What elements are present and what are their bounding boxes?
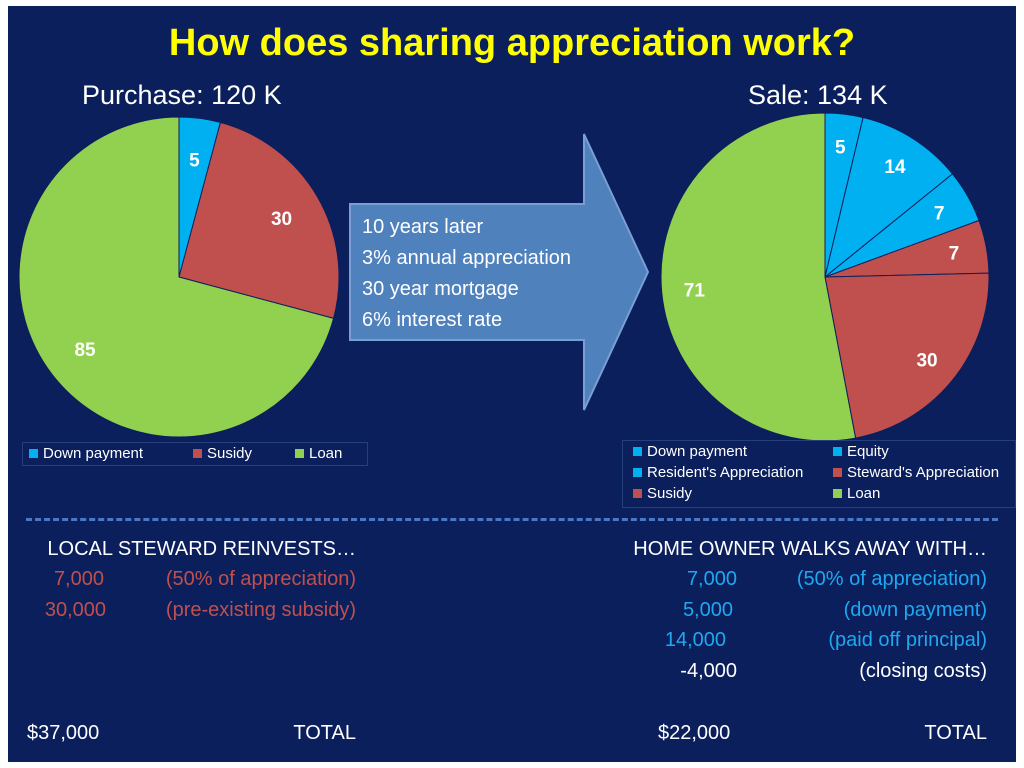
sale-legend: Down payment Equity Resident's Appreciat…	[622, 440, 1016, 508]
pie-data-label: 30	[916, 350, 937, 371]
steward-total-label: TOTAL	[293, 722, 356, 744]
purchase-chart-title: Purchase: 120 K	[82, 80, 282, 110]
pie-data-label: 30	[271, 209, 292, 230]
arrow-text: 10 years later 3% annual appreciation 30…	[362, 212, 571, 336]
steward-heading: LOCAL STEWARD REINVESTS…	[47, 538, 356, 560]
legend-swatch	[633, 488, 642, 498]
legend-swatch	[29, 448, 38, 458]
owner-total-amount: $22,000	[658, 722, 731, 744]
legend-item: Resident's Appreciation	[633, 464, 803, 481]
pie-slice-loan	[18, 116, 335, 438]
pie-slice-susidy	[178, 121, 340, 320]
legend-label: Equity	[847, 443, 889, 460]
pie-data-label: 5	[189, 151, 200, 172]
owner-note: (closing costs)	[859, 660, 987, 682]
arrow-line: 10 years later	[362, 216, 484, 238]
owner-note: (50% of appreciation)	[796, 568, 987, 590]
pie-data-label: 85	[74, 340, 96, 361]
legend-label: Down payment	[647, 443, 748, 460]
owner-total-label: TOTAL	[924, 722, 987, 744]
owner-amount: 5,000	[682, 599, 733, 621]
legend-label: Resident's Appreciation	[647, 464, 804, 481]
pie-slice-loan	[660, 112, 857, 442]
steward-note: (pre-existing subsidy)	[165, 599, 356, 621]
legend-label: Steward's Appreciation	[847, 464, 1000, 481]
arrow-line: 3% annual appreciation	[362, 247, 572, 269]
legend-swatch	[295, 448, 304, 458]
legend-swatch	[833, 488, 842, 498]
legend-label: Susidy	[647, 485, 693, 502]
owner-heading: HOME OWNER WALKS AWAY WITH…	[633, 538, 987, 560]
slide: How does sharing appreciation work? Purc…	[8, 6, 1016, 762]
pie-data-label: 5	[835, 138, 846, 159]
legend-item: Susidy	[193, 445, 252, 462]
legend-item: Down payment	[633, 443, 747, 460]
legend-label: Down payment	[43, 445, 144, 462]
legend-swatch	[633, 446, 642, 456]
pie-data-label: 14	[884, 157, 906, 178]
legend-label: Loan	[309, 445, 343, 462]
pie-data-label: 71	[684, 280, 706, 301]
arrow-line: 6% interest rate	[362, 309, 503, 331]
legend-item: Down payment	[29, 445, 143, 462]
legend-swatch	[833, 467, 842, 477]
sale-chart-title: Sale: 134 K	[748, 80, 888, 110]
legend-item: Equity	[833, 443, 889, 460]
sale-pie-chart: 5 14 77 30 71	[660, 112, 990, 442]
owner-note: (down payment)	[843, 599, 987, 621]
owner-amount: 14,000	[664, 629, 726, 651]
legend-swatch	[833, 446, 842, 456]
legend-label: Loan	[847, 485, 881, 502]
right-arrow-shape	[349, 133, 650, 411]
legend-label: Susidy	[207, 445, 253, 462]
legend-swatch	[193, 448, 202, 458]
legend-item: Susidy	[633, 485, 692, 502]
legend-item: Loan	[833, 485, 880, 502]
owner-note: (paid off principal)	[828, 629, 987, 651]
steward-note: (50% of appreciation)	[165, 568, 356, 590]
steward-amount: 7,000	[53, 568, 104, 590]
pie-slice-equity	[824, 116, 954, 279]
purchase-legend: Down payment Susidy Loan	[22, 442, 368, 466]
pie-data-label: 7	[934, 203, 945, 224]
legend-swatch	[633, 467, 642, 477]
owner-amount: 7,000	[686, 568, 737, 590]
legend-item: Steward's Appreciation	[833, 464, 999, 481]
pie-data-label: 7	[949, 244, 960, 265]
purchase-pie-chart: 5 30 85	[18, 116, 340, 438]
steward-amount: 30,000	[44, 599, 106, 621]
legend-item: Loan	[295, 445, 342, 462]
slide-title: How does sharing appreciation work?	[168, 22, 856, 64]
owner-amount: -4,000	[680, 660, 737, 682]
dashed-divider	[26, 518, 998, 521]
steward-total-amount: $37,000	[27, 722, 100, 744]
pie-slice-susidy	[824, 272, 990, 439]
arrow-line: 30 year mortgage	[362, 278, 519, 300]
